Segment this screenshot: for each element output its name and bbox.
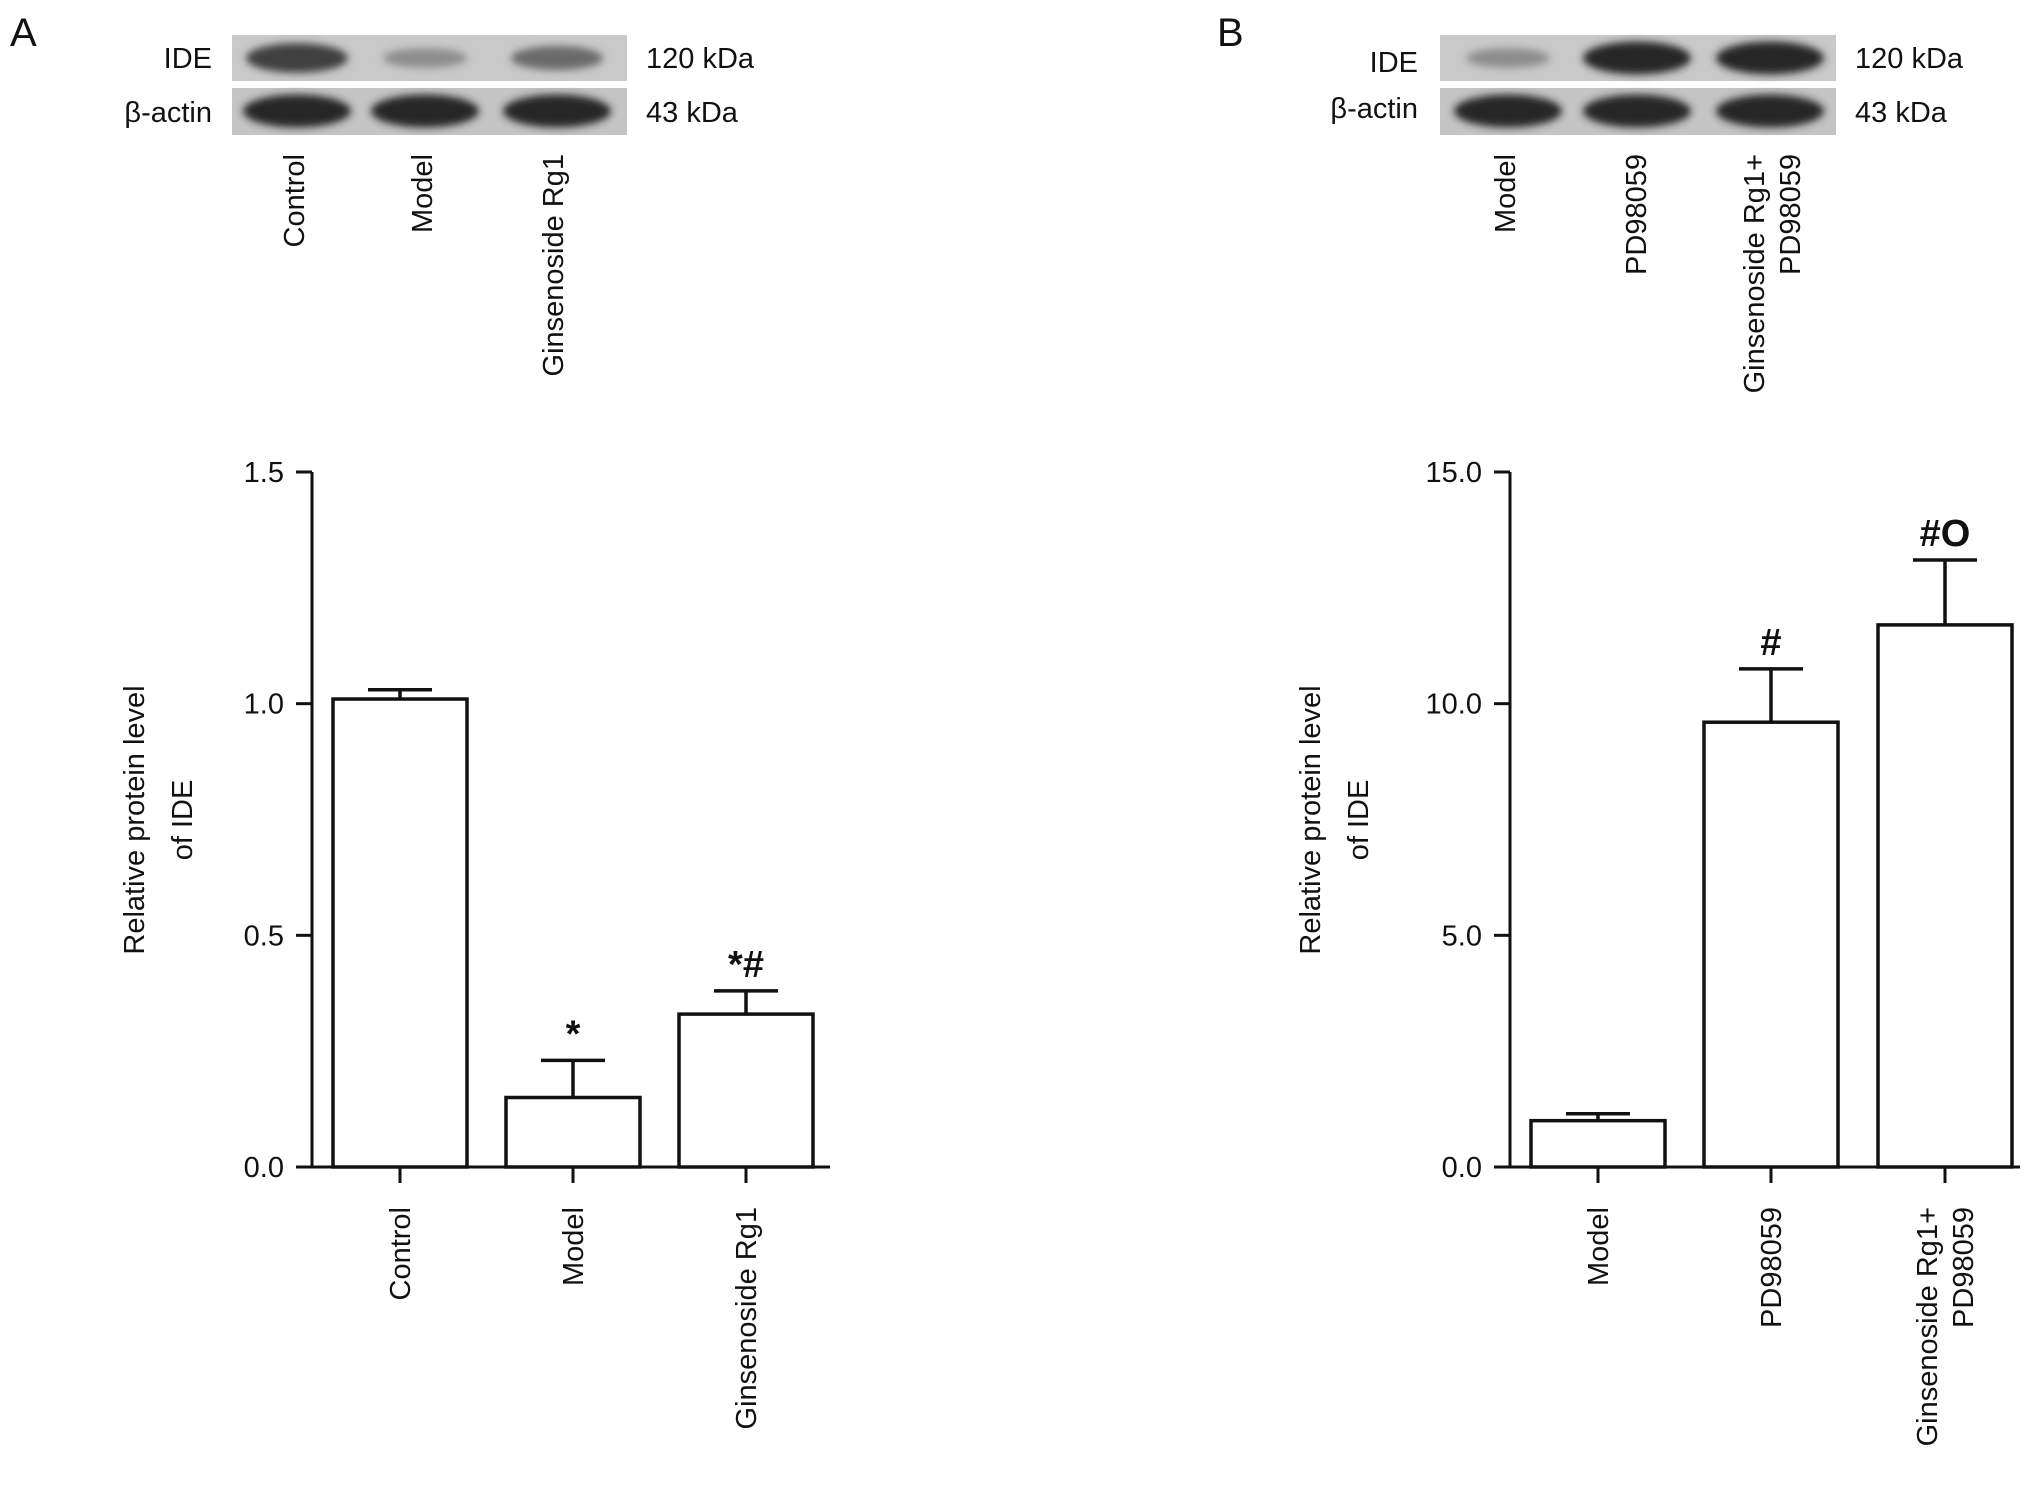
blot-b-row-2-band-1 — [1454, 94, 1562, 128]
blot-b-row-2-label: β-actin — [1330, 93, 1418, 125]
blot-b-row-2-band-3 — [1716, 94, 1824, 128]
blot-a-row-1-band-2 — [383, 48, 467, 68]
chart-b-bar-2 — [1702, 720, 1840, 1169]
blot-b-row-1-band-2 — [1583, 41, 1691, 75]
blot-b-row-1-label: IDE — [1370, 47, 1418, 79]
blot-a-lane-1-label: Control — [279, 154, 311, 248]
chart-b-y-ticks: 0.0 5.0 10.0 15.0 — [1426, 457, 1510, 1184]
chart-a-y-tick-label-2: 0.5 — [244, 920, 284, 952]
blot-b-bands — [1454, 41, 1824, 128]
chart-a-bars: Control * Model *# Ginsenoside Rg1 — [331, 688, 815, 1429]
chart-b-ylabel-line-1: Relative protein level — [1295, 685, 1327, 954]
chart-b: Relative protein level of IDE 0.0 5.0 10.0… — [1295, 457, 2020, 1446]
chart-b-significance-2: # — [1760, 622, 1781, 664]
chart-a-significance-2: * — [566, 1013, 581, 1055]
blot-a-row-1-band-3 — [511, 45, 603, 71]
blot-b-row-1-size: 120 kDa — [1855, 43, 1964, 75]
blot-a-lane-2-label: Model — [407, 154, 439, 233]
chart-b-y-tick-label-1: 0.0 — [1442, 1152, 1482, 1184]
chart-b-category-label-3-line-2: PD98059 — [1948, 1207, 1980, 1328]
chart-b-category-label-2: PD98059 — [1756, 1207, 1788, 1328]
blot-b-lane-1-label: Model — [1490, 154, 1522, 233]
chart-a-significance-3: *# — [728, 944, 764, 986]
blot-b: IDE β-actin 120 kDa 43 kDa Model PD98059… — [1330, 35, 1964, 393]
blot-b-row-1-band-1 — [1466, 48, 1550, 68]
blot-a-row-1-band-1 — [246, 43, 348, 73]
panel-a-letter: A — [10, 11, 37, 55]
chart-a: Relative protein level of IDE 0.0 0.5 1.0 1… — [119, 457, 830, 1429]
chart-a-bar-2 — [504, 1095, 642, 1169]
blot-b-lane-3-label-line-2: PD98059 — [1775, 154, 1807, 275]
chart-b-significance-3: #O — [1920, 513, 1971, 555]
blot-a-row-2-label: β-actin — [124, 97, 212, 129]
chart-a-bar-1 — [331, 697, 469, 1169]
blot-a-bands — [243, 43, 611, 128]
chart-a-category-label-2: Model — [558, 1207, 590, 1286]
chart-b-ylabel-line-2: of IDE — [1343, 780, 1375, 861]
chart-a-y-tick-label-4: 1.5 — [244, 457, 284, 489]
chart-a-category-label-3: Ginsenoside Rg1 — [731, 1207, 763, 1429]
chart-b-category-label-1: Model — [1583, 1207, 1615, 1286]
chart-b-bar-1 — [1529, 1118, 1667, 1169]
blot-a-row-1-label: IDE — [164, 43, 212, 75]
chart-a-y-tick-label-1: 0.0 — [244, 1152, 284, 1184]
chart-a-y-tick-label-3: 1.0 — [244, 689, 284, 721]
blot-a-row-2-band-2 — [371, 94, 479, 128]
chart-b-y-tick-label-2: 5.0 — [1442, 920, 1482, 952]
chart-b-bar-3 — [1876, 623, 2014, 1169]
blot-b-row-1-band-3 — [1716, 41, 1824, 75]
panel-b: B IDE β-actin 120 kDa 43 kDa Model PD980… — [1217, 11, 2020, 1446]
blot-a-lane-3-label: Ginsenoside Rg1 — [538, 154, 570, 376]
chart-b-category-label-3-line-1: Ginsenoside Rg1+ — [1912, 1207, 1944, 1446]
chart-a-category-label-1: Control — [385, 1207, 417, 1301]
chart-a-ylabel-line-2: of IDE — [167, 780, 199, 861]
blot-b-lane-3-label-line-1: Ginsenoside Rg1+ — [1739, 154, 1771, 393]
blot-b-row-2-size: 43 kDa — [1855, 97, 1948, 129]
chart-b-y-tick-label-4: 15.0 — [1426, 457, 1482, 489]
blot-b-lane-2-label: PD98059 — [1621, 154, 1653, 275]
chart-a-bar-3 — [677, 1012, 815, 1169]
panel-a: A IDE β-actin 120 kDa 43 kDa Control Mod… — [10, 11, 830, 1429]
blot-a-row-1-size: 120 kDa — [646, 43, 755, 75]
chart-a-y-ticks: 0.0 0.5 1.0 1.5 — [244, 457, 312, 1184]
blot-a-row-2-size: 43 kDa — [646, 97, 739, 129]
chart-b-y-tick-label-3: 10.0 — [1426, 689, 1482, 721]
blot-a-row-2-band-3 — [503, 94, 611, 128]
blot-a-row-2-band-1 — [243, 94, 351, 128]
panel-b-letter: B — [1217, 11, 1244, 55]
blot-b-row-2-band-2 — [1583, 94, 1691, 128]
blot-a: IDE β-actin 120 kDa 43 kDa Control Model… — [124, 35, 755, 376]
chart-a-ylabel-line-1: Relative protein level — [119, 685, 151, 954]
